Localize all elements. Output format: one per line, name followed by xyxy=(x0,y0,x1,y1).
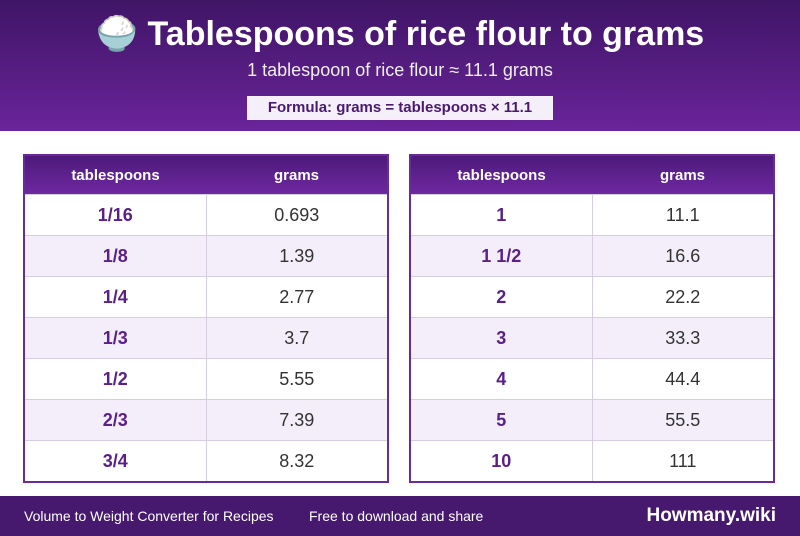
brand: Howmany.wiki xyxy=(646,505,776,526)
table-row: 1/3 3.7 xyxy=(25,317,387,358)
grams-cell: 8.32 xyxy=(205,441,388,481)
grams-cell: 16.6 xyxy=(591,236,774,276)
tablespoons-cell: 10 xyxy=(491,450,512,471)
column-header: grams xyxy=(273,166,320,184)
grams-cell: 44.4 xyxy=(591,359,774,399)
table-row: 1/2 5.55 xyxy=(25,358,387,399)
footer: Volume to Weight Converter for Recipes F… xyxy=(0,496,800,536)
formula: Formula: grams = tablespoons × 11.1 xyxy=(247,96,553,120)
subtitle: 1 tablespoon of rice flour ≈ 11.1 grams xyxy=(247,60,553,80)
table-row: 5 55.5 xyxy=(411,399,773,440)
column-header: tablespoons xyxy=(457,166,546,184)
tablespoons-cell: 1/3 xyxy=(102,327,128,348)
table-row: 3 33.3 xyxy=(411,317,773,358)
grams-cell: 5.55 xyxy=(205,359,388,399)
footer-text: Free to download and share xyxy=(309,508,484,524)
tablespoons-cell: 1 1/2 xyxy=(481,245,522,266)
grams-cell: 7.39 xyxy=(205,400,388,440)
table-row: 1/16 0.693 xyxy=(25,194,387,235)
tablespoons-cell: 1/16 xyxy=(97,204,133,225)
header-row: tablespoons grams xyxy=(411,156,773,194)
tablespoons-cell: 4 xyxy=(496,368,507,389)
grams-cell: 22.2 xyxy=(591,277,774,317)
header-row: tablespoons grams xyxy=(25,156,387,194)
tablespoons-cell: 3/4 xyxy=(102,450,128,471)
tablespoons-cell: 3 xyxy=(496,327,507,348)
grams-cell: 55.5 xyxy=(591,400,774,440)
tablespoons-cell: 2 xyxy=(496,286,507,307)
title: 🍚 Tablespoons of rice flour to grams xyxy=(95,15,705,53)
table-row: 10 111 xyxy=(411,440,773,481)
header: 🍚 Tablespoons of rice flour to grams 1 t… xyxy=(0,0,800,131)
tablespoons-cell: 1/2 xyxy=(102,368,128,389)
table-row: 4 44.4 xyxy=(411,358,773,399)
table-row: 2 22.2 xyxy=(411,276,773,317)
table-row: 3/4 8.32 xyxy=(25,440,387,481)
grams-cell: 0.693 xyxy=(205,195,388,235)
tablespoons-cell: 1/8 xyxy=(102,245,128,266)
grams-cell: 3.7 xyxy=(205,318,388,358)
table-row: 1/4 2.77 xyxy=(25,276,387,317)
footer-text: Volume to Weight Converter for Recipes xyxy=(24,508,274,524)
table: tablespoons grams 1 11.1 1 1/2 16.6 2 22.2 3 33.3… xyxy=(409,154,775,483)
column-header: tablespoons xyxy=(71,166,160,184)
grams-cell: 11.1 xyxy=(591,195,774,235)
table-row: 1/8 1.39 xyxy=(25,235,387,276)
grams-cell: 111 xyxy=(591,441,774,481)
grams-cell: 2.77 xyxy=(205,277,388,317)
table: tablespoons grams 1/16 0.693 1/8 1.39 1/4 2.77 1… xyxy=(23,154,389,483)
table-row: 2/3 7.39 xyxy=(25,399,387,440)
column-header: grams xyxy=(659,166,706,184)
grams-cell: 1.39 xyxy=(205,236,388,276)
grams-cell: 33.3 xyxy=(591,318,774,358)
tablespoons-cell: 1/4 xyxy=(102,286,128,307)
tablespoons-cell: 5 xyxy=(496,409,507,430)
table-row: 1 11.1 xyxy=(411,194,773,235)
tablespoons-cell: 2/3 xyxy=(102,409,128,430)
tablespoons-cell: 1 xyxy=(496,204,507,225)
table-row: 1 1/2 16.6 xyxy=(411,235,773,276)
